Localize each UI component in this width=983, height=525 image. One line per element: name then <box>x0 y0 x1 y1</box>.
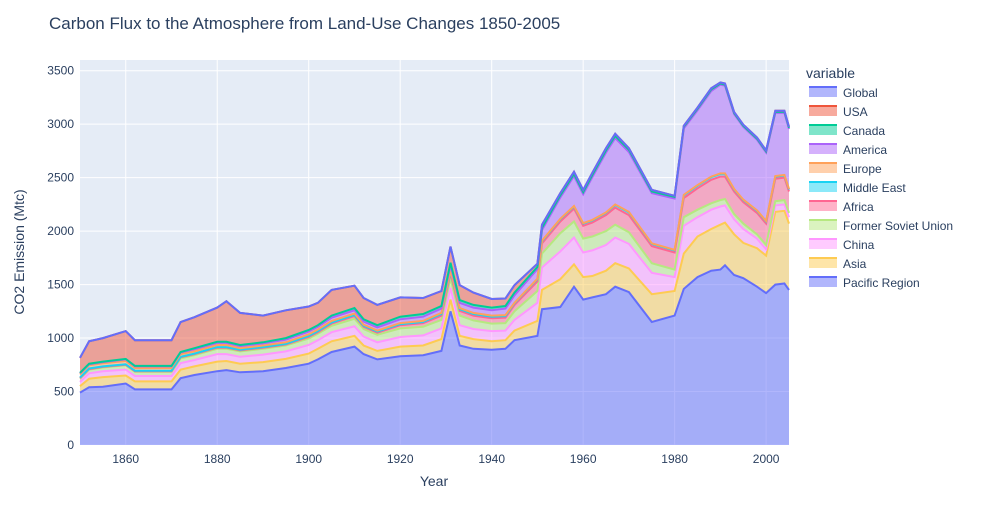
legend-item-pacific-region[interactable]: Pacific Region <box>809 276 920 290</box>
y-tick-label: 1000 <box>47 331 74 345</box>
legend-swatch <box>809 239 837 249</box>
x-tick-label: 1940 <box>478 452 505 466</box>
area-usa <box>80 82 789 373</box>
y-axis-title: CO2 Emission (Mtc) <box>11 189 27 314</box>
legend[interactable]: variable Global USA Canada America Europe Mid… <box>806 65 953 290</box>
area-series-group <box>80 82 789 445</box>
legend-title: variable <box>806 65 855 81</box>
legend-item-middle-east[interactable]: Middle East <box>809 181 906 195</box>
x-tick-label: 2000 <box>753 452 780 466</box>
line-former-soviet-union <box>79 197 790 380</box>
legend-item-global[interactable]: Global <box>809 86 878 100</box>
line-asia <box>79 209 790 387</box>
y-tick-label: 500 <box>54 385 74 399</box>
legend-label: Africa <box>843 200 874 214</box>
legend-item-usa[interactable]: USA <box>809 105 868 119</box>
area-outline-group <box>79 81 790 394</box>
line-pacific-region <box>79 263 790 394</box>
area-america <box>80 84 789 375</box>
x-tick-label: 1960 <box>570 452 597 466</box>
line-america <box>79 83 790 375</box>
legend-swatch <box>809 277 837 287</box>
x-tick-label: 1980 <box>661 452 688 466</box>
legend-swatch <box>809 125 837 135</box>
x-axis-ticks: 1860 1880 1900 1920 1940 1960 1980 2000 <box>112 452 779 466</box>
line-europe <box>79 172 790 376</box>
area-china <box>80 204 789 387</box>
y-tick-label: 3500 <box>47 64 74 78</box>
y-tick-label: 2500 <box>47 171 74 185</box>
x-tick-label: 1860 <box>112 452 139 466</box>
legend-label: Asia <box>843 257 867 271</box>
legend-label: USA <box>843 105 868 119</box>
x-axis-title: Year <box>420 473 449 489</box>
legend-item-asia[interactable]: Asia <box>809 257 867 271</box>
legend-item-former-soviet-union[interactable]: Former Soviet Union <box>809 219 953 233</box>
legend-label: Pacific Region <box>843 276 920 290</box>
y-tick-label: 2000 <box>47 224 74 238</box>
y-tick-label: 3000 <box>47 117 74 131</box>
legend-swatch <box>809 163 837 173</box>
legend-swatch <box>809 87 837 97</box>
x-tick-label: 1880 <box>204 452 231 466</box>
legend-item-china[interactable]: China <box>809 238 875 252</box>
y-axis-ticks: 0 500 1000 1500 2000 2500 3000 3500 <box>47 64 74 452</box>
chart-title: Carbon Flux to the Atmosphere from Land-… <box>49 14 560 33</box>
legend-item-africa[interactable]: Africa <box>809 200 874 214</box>
area-pacific-region <box>80 265 789 445</box>
x-tick-label: 1900 <box>295 452 322 466</box>
line-china <box>79 203 790 383</box>
area-africa <box>80 176 789 379</box>
y-tick-label: 1500 <box>47 278 74 292</box>
legend-label: Middle East <box>843 181 906 195</box>
legend-swatch <box>809 144 837 154</box>
legend-label: America <box>843 143 887 157</box>
legend-label: Canada <box>843 124 885 138</box>
legend-label: Former Soviet Union <box>843 219 953 233</box>
legend-swatch <box>809 258 837 268</box>
legend-swatch <box>809 182 837 192</box>
x-tick-label: 1920 <box>387 452 414 466</box>
legend-swatch <box>809 106 837 116</box>
legend-item-europe[interactable]: Europe <box>809 162 882 176</box>
legend-label: Global <box>843 86 878 100</box>
legend-swatch <box>809 201 837 211</box>
y-tick-label: 0 <box>67 438 74 452</box>
legend-item-canada[interactable]: Canada <box>809 124 885 138</box>
line-global <box>79 81 790 359</box>
legend-label: China <box>843 238 875 252</box>
area-asia <box>80 210 789 393</box>
legend-item-america[interactable]: America <box>809 143 887 157</box>
legend-swatch <box>809 220 837 230</box>
legend-label: Europe <box>843 162 882 176</box>
